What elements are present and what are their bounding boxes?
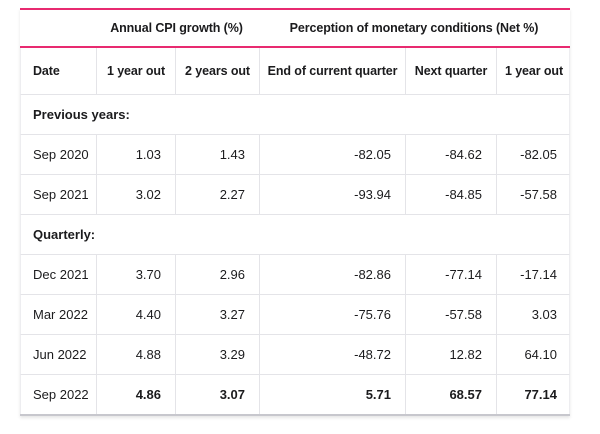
value-cell: -84.85	[405, 175, 496, 214]
col-group-monetary-conditions: Perception of monetary conditions (Net %…	[289, 21, 539, 35]
value-cell: 3.29	[175, 335, 259, 374]
value-cell: 4.88	[96, 335, 175, 374]
col-group-annual-cpi-growth: Annual CPI growth (%)	[110, 21, 243, 35]
value-cell: 2.96	[175, 255, 259, 294]
value-cell: 77.14	[496, 375, 571, 414]
table-row-sep-2022: Sep 2022 4.86 3.07 5.71 68.57 77.14	[20, 374, 570, 414]
date-cell: Sep 2020	[33, 147, 89, 162]
date-cell: Sep 2022	[33, 387, 89, 402]
value-cell: -57.58	[405, 295, 496, 334]
section-header-quarterly: Quarterly:	[20, 214, 570, 254]
column-header-1-year-out-cpi: 1 year out	[96, 48, 175, 94]
value-cell: 2.27	[175, 175, 259, 214]
section-header-previous-years: Previous years:	[20, 94, 570, 134]
value-cell: -77.14	[405, 255, 496, 294]
value-cell: -84.62	[405, 135, 496, 174]
table-row-dec-2021: Dec 2021 3.70 2.96 -82.86 -77.14 -17.14	[20, 254, 570, 294]
value-cell: -48.72	[259, 335, 405, 374]
value-cell: 12.82	[405, 335, 496, 374]
value-cell: 3.02	[96, 175, 175, 214]
date-cell: Jun 2022	[33, 347, 87, 362]
column-header-date: Date	[33, 64, 60, 78]
date-cell: Mar 2022	[33, 307, 88, 322]
value-cell: 3.07	[175, 375, 259, 414]
value-cell: 3.03	[496, 295, 571, 334]
value-cell: -57.58	[496, 175, 571, 214]
survey-expectations-table: Annual CPI growth (%) Perception of mone…	[20, 8, 570, 416]
column-header-1-year-out-net: 1 year out	[496, 48, 571, 94]
table-row-jun-2022: Jun 2022 4.88 3.29 -48.72 12.82 64.10	[20, 334, 570, 374]
value-cell: 3.70	[96, 255, 175, 294]
value-cell: 68.57	[405, 375, 496, 414]
value-cell: 5.71	[259, 375, 405, 414]
value-cell: 1.43	[175, 135, 259, 174]
table-row-sep-2021: Sep 2021 3.02 2.27 -93.94 -84.85 -57.58	[20, 174, 570, 214]
value-cell: -17.14	[496, 255, 571, 294]
column-header-end-of-current-quarter: End of current quarter	[259, 48, 405, 94]
value-cell: 4.86	[96, 375, 175, 414]
value-cell: -82.86	[259, 255, 405, 294]
date-cell: Sep 2021	[33, 187, 89, 202]
value-cell: -93.94	[259, 175, 405, 214]
column-group-header-row: Annual CPI growth (%) Perception of mone…	[20, 8, 570, 48]
column-header-next-quarter: Next quarter	[405, 48, 496, 94]
value-cell: 64.10	[496, 335, 571, 374]
value-cell: 1.03	[96, 135, 175, 174]
date-cell: Dec 2021	[33, 267, 89, 282]
value-cell: -75.76	[259, 295, 405, 334]
column-header-row: Date 1 year out 2 years out End of curre…	[20, 48, 570, 94]
value-cell: 4.40	[96, 295, 175, 334]
table-row-mar-2022: Mar 2022 4.40 3.27 -75.76 -57.58 3.03	[20, 294, 570, 334]
column-header-2-years-out: 2 years out	[175, 48, 259, 94]
value-cell: -82.05	[259, 135, 405, 174]
value-cell: -82.05	[496, 135, 571, 174]
value-cell: 3.27	[175, 295, 259, 334]
table-row-sep-2020: Sep 2020 1.03 1.43 -82.05 -84.62 -82.05	[20, 134, 570, 174]
